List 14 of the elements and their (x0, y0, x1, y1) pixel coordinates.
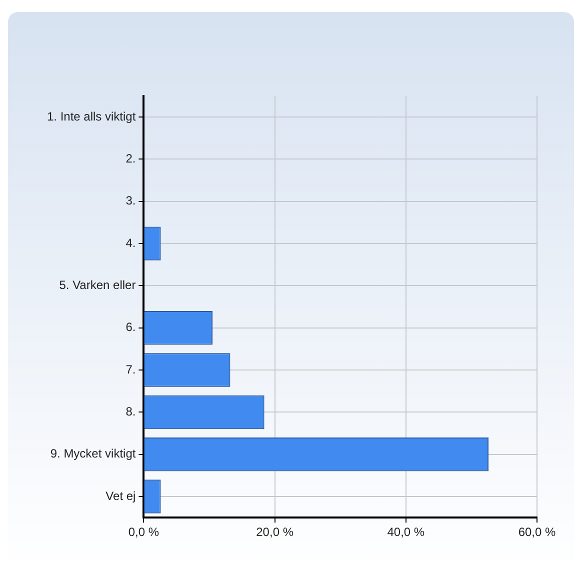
x-tick-label: 0,0 % (128, 525, 160, 540)
y-tick-label: 9. Mycket viktigt (50, 446, 136, 461)
x-tick-label: 60,0 % (518, 525, 556, 540)
y-tick-label: 8. (126, 404, 136, 419)
x-tick-label: 40,0 % (387, 525, 425, 540)
y-tick-label: 7. (126, 362, 136, 376)
y-tick-label: 3. (126, 194, 136, 208)
y-tick-label: 6. (126, 320, 136, 334)
y-tick-label: 4. (126, 236, 136, 250)
y-tick-label: 1. Inte alls viktigt (46, 109, 136, 124)
y-tick-label: 2. (126, 152, 136, 166)
y-tick-label: 5. Varken eller (59, 278, 136, 292)
y-tick-label: Vet ej (106, 488, 136, 503)
x-tick-label: 20,0 % (256, 525, 294, 540)
